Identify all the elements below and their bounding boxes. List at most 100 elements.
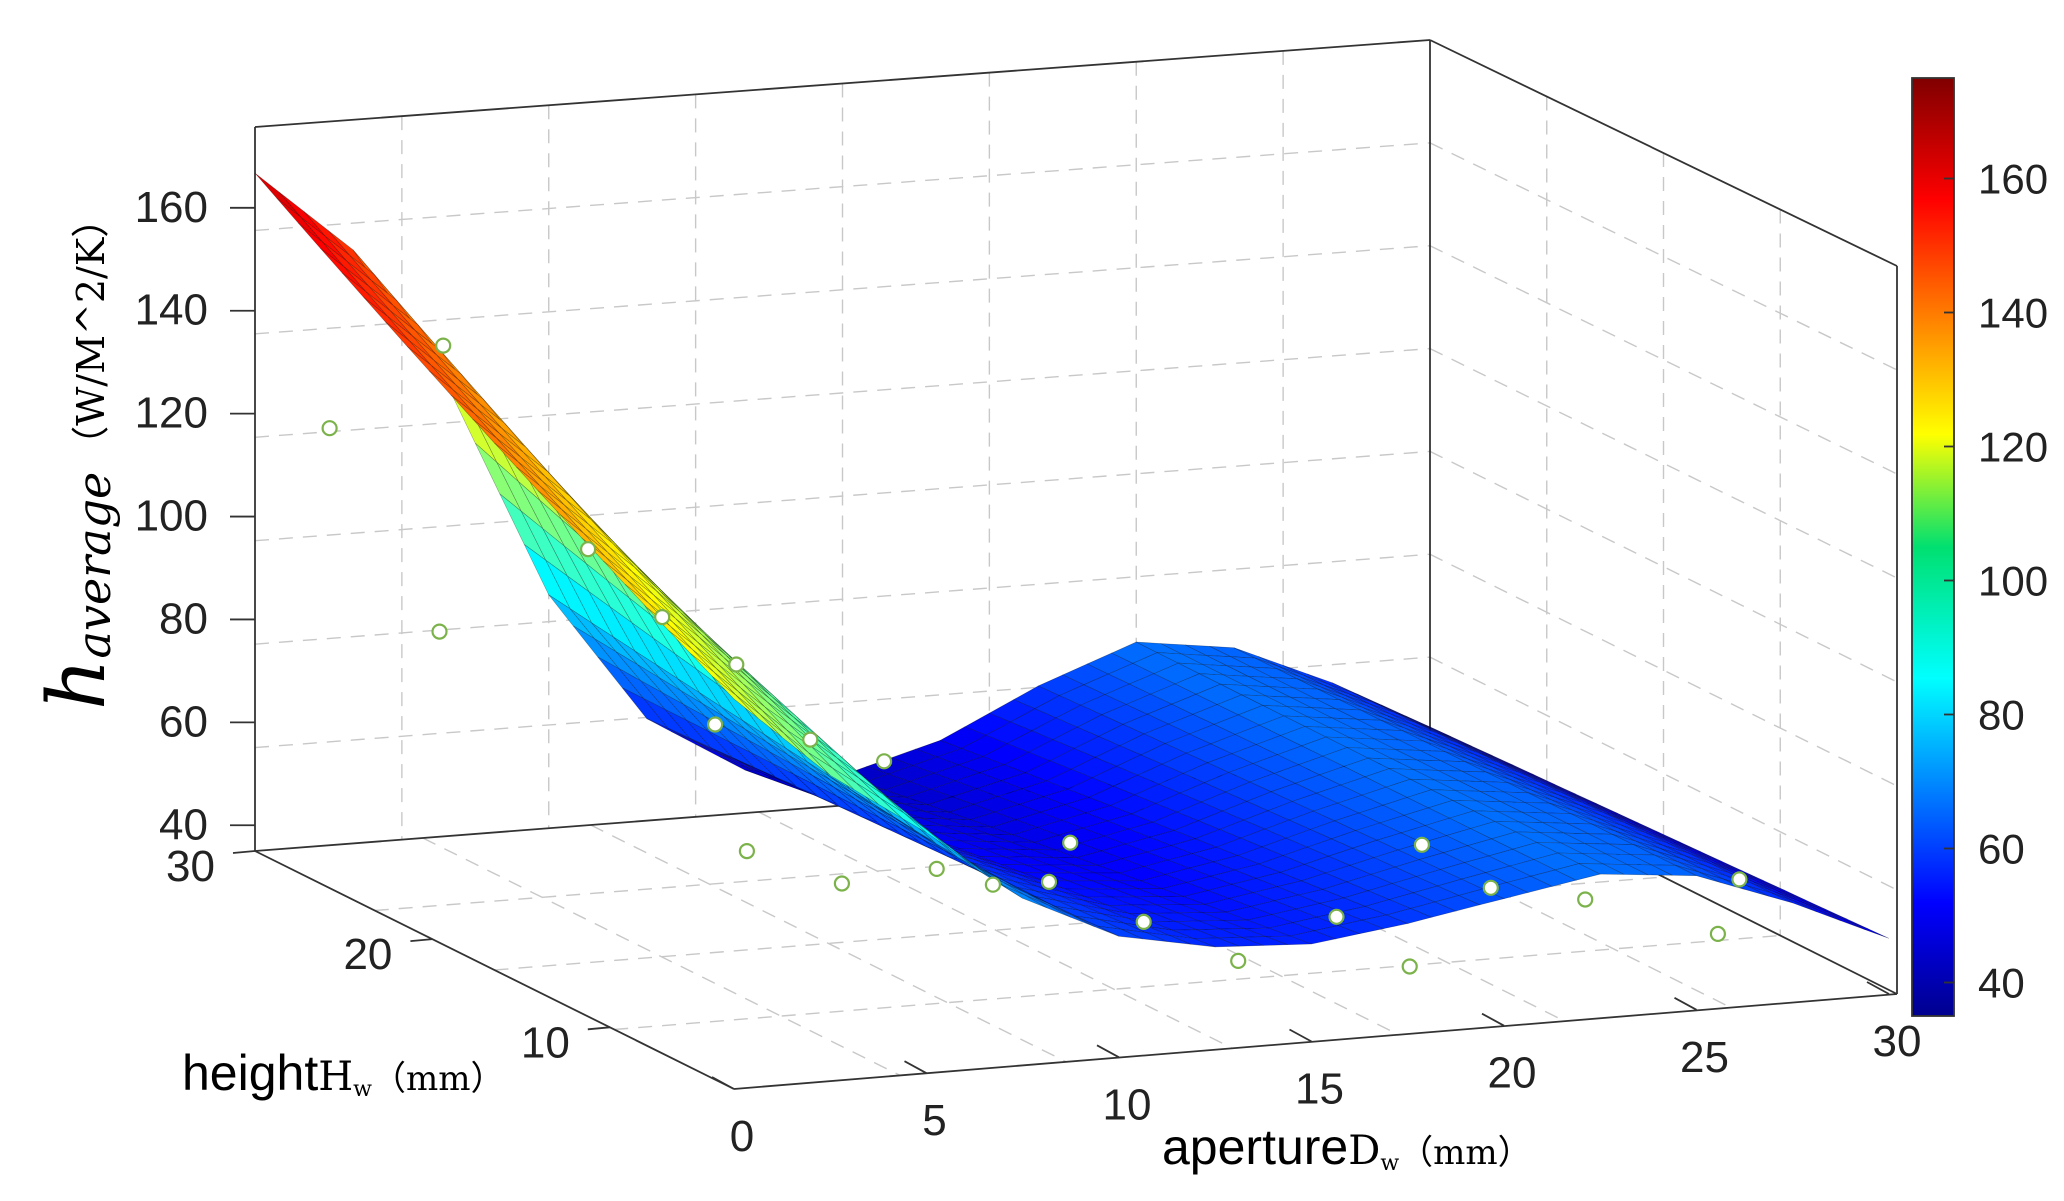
- z-axis-label: haverage （W/M^2/K）: [30, 200, 123, 710]
- data-point: [984, 876, 1002, 893]
- x-tick-mark: [1481, 1012, 1505, 1027]
- x-tick-label: 10: [1103, 1080, 1152, 1129]
- z-tick-label: 160: [135, 183, 208, 232]
- grid-line-floor: [926, 798, 1399, 1036]
- surface-patch: [254, 172, 302, 218]
- box-edge: [254, 850, 735, 1090]
- surface-patch: [276, 198, 324, 243]
- data-point: [1577, 891, 1594, 908]
- y-axis-subscript: w: [353, 1077, 372, 1102]
- x-tick-label: 15: [1295, 1065, 1344, 1114]
- x-tick-label: 5: [922, 1096, 946, 1145]
- x-tick-mark: [1674, 997, 1697, 1011]
- data-point: [928, 860, 945, 878]
- y-axis-unit: （mm）: [372, 1059, 504, 1099]
- x-axis-label-text: aperture: [1162, 1119, 1348, 1175]
- grid-line-back-horizontal: [254, 142, 1431, 232]
- data-point: [654, 608, 671, 626]
- grid-line-side-horizontal: [1429, 245, 1898, 475]
- x-tick-label: 30: [1873, 1017, 1922, 1066]
- box-edge: [1429, 39, 1898, 267]
- data-point: [802, 731, 819, 748]
- y-axis-label: heightHw（mm）: [182, 1045, 504, 1102]
- y-tick-label: 10: [521, 1018, 570, 1067]
- grid-line-floor: [590, 824, 1067, 1063]
- data-point: [431, 623, 448, 640]
- x-axis-unit: （mm）: [1399, 1133, 1531, 1173]
- x-tick-label: 20: [1488, 1049, 1537, 1098]
- z-tick-label: 80: [159, 594, 208, 643]
- grid-line-floor: [494, 876, 1664, 971]
- grid-line-floor: [614, 934, 1781, 1031]
- z-tick-label: 120: [135, 389, 208, 438]
- z-tick-label: 40: [159, 800, 208, 849]
- grid-line-back-horizontal: [254, 347, 1431, 438]
- grid-line-floor: [422, 837, 901, 1077]
- z-tick-label: 140: [135, 286, 208, 335]
- data-point: [435, 337, 452, 354]
- data-point: [579, 541, 597, 558]
- box-edge: [733, 993, 1898, 1090]
- data-point: [728, 656, 745, 673]
- surface-patch: [1819, 910, 1866, 930]
- grid-line-side-horizontal: [1429, 142, 1898, 371]
- x-tick-mark: [904, 1060, 927, 1074]
- y-tick-label: 30: [166, 842, 215, 891]
- y-tick-mark: [232, 850, 256, 854]
- colorbar-tick-label: 160: [1978, 156, 2048, 203]
- colorbar-tick-label: 60: [1978, 826, 2025, 873]
- data-point: [1135, 913, 1152, 931]
- colorbar-tick-label: 100: [1978, 558, 2048, 605]
- grid-line-side-horizontal: [1429, 553, 1898, 787]
- x-tick-label: 0: [730, 1112, 754, 1161]
- data-point: [1413, 836, 1431, 853]
- grid-line-back-horizontal: [254, 553, 1431, 645]
- z-axis-unit: （W/M^2/K）: [69, 200, 113, 464]
- grid-line-back-horizontal: [254, 656, 1431, 749]
- data-point: [1709, 925, 1727, 943]
- grid-line-floor: [374, 817, 1547, 912]
- x-tick-mark: [711, 1076, 735, 1090]
- y-tick-mark: [587, 1026, 610, 1031]
- grid-line-side-horizontal: [1429, 656, 1898, 891]
- x-axis-subscript: w: [1380, 1151, 1399, 1176]
- data-point: [1328, 908, 1345, 925]
- grid-line-floor: [758, 811, 1233, 1049]
- data-point: [706, 716, 724, 733]
- axis-ticks: 40 60 80 100 120 140 160 10 20 30 0 5 10 15 20 25 30: [135, 183, 1922, 1161]
- x-tick-mark: [1289, 1028, 1312, 1043]
- grid-lines: [254, 50, 1898, 1077]
- grid-line-side-horizontal: [1429, 347, 1898, 579]
- colorbar-gradient: [1911, 77, 1955, 1017]
- data-point: [875, 753, 893, 770]
- data-point: [738, 842, 756, 860]
- axes-box: [254, 39, 1898, 1090]
- data-point: [321, 420, 338, 437]
- colorbar-tick-label: 120: [1978, 424, 2048, 471]
- y-axis-symbol: H: [318, 1054, 353, 1100]
- y-axis-label-text: height: [182, 1045, 318, 1101]
- colorbar: 40 60 80 100 120 140 160: [1911, 77, 2048, 1017]
- grid-line-floor: [1093, 785, 1566, 1022]
- grid-line-back-horizontal: [254, 245, 1431, 335]
- data-point: [1482, 879, 1499, 896]
- y-tick-mark: [410, 938, 433, 943]
- z-axis-symbol: h: [30, 658, 123, 710]
- x-axis-symbol: D: [1348, 1128, 1380, 1174]
- grid-line-back-horizontal: [254, 450, 1431, 542]
- data-point: [1230, 952, 1247, 970]
- data-points: [321, 337, 1748, 975]
- data-point: [1062, 834, 1079, 851]
- y-tick-label: 20: [343, 930, 392, 979]
- colorbar-tick-label: 140: [1978, 290, 2048, 337]
- x-tick-label: 25: [1680, 1033, 1729, 1082]
- svg-text:haverage（W/M^2/K）: haverage （W/M^2/K）: [30, 200, 123, 710]
- data-point: [1040, 873, 1058, 891]
- colorbar-ticks: 40 60 80 100 120 140 160: [1944, 156, 2048, 1007]
- x-tick-mark: [1866, 981, 1890, 995]
- box-edge: [254, 39, 1431, 128]
- z-tick-label: 100: [135, 492, 208, 541]
- surface-mesh: [254, 172, 1890, 948]
- colorbar-tick-label: 80: [1978, 692, 2025, 739]
